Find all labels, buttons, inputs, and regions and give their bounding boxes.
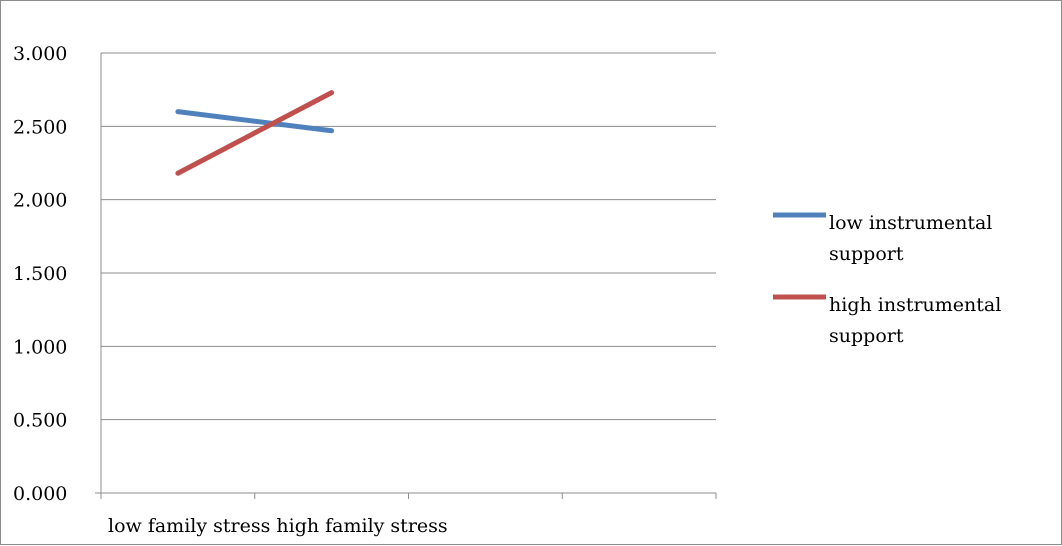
- y-tick-label: 2.500: [13, 116, 67, 138]
- y-tick-label: 0.000: [13, 483, 67, 505]
- tick-labels: 0.000 0.500 1.000 1.500 2.000 2.500 3.000 low f…: [13, 43, 448, 537]
- y-tick-label: 3.000: [13, 43, 67, 65]
- y-tick-label: 0.500: [13, 410, 67, 432]
- legend-label: support: [829, 243, 904, 265]
- series-line: [175, 90, 335, 176]
- series-lines: [175, 90, 335, 176]
- legend-label: support: [829, 325, 904, 347]
- axes: [95, 53, 717, 499]
- y-tick-label: 1.000: [13, 336, 67, 358]
- gridlines: [101, 52, 716, 421]
- x-tick-labels: low family stress high family stress: [108, 515, 448, 537]
- legend-label: high instrumental: [829, 294, 1001, 316]
- y-tick-label: 2.000: [13, 190, 67, 212]
- series-line: [175, 109, 335, 134]
- legend: low instrumental support high instrumental…: [773, 212, 1001, 347]
- legend-label: low instrumental: [829, 212, 992, 234]
- y-tick-label: 1.500: [13, 263, 67, 285]
